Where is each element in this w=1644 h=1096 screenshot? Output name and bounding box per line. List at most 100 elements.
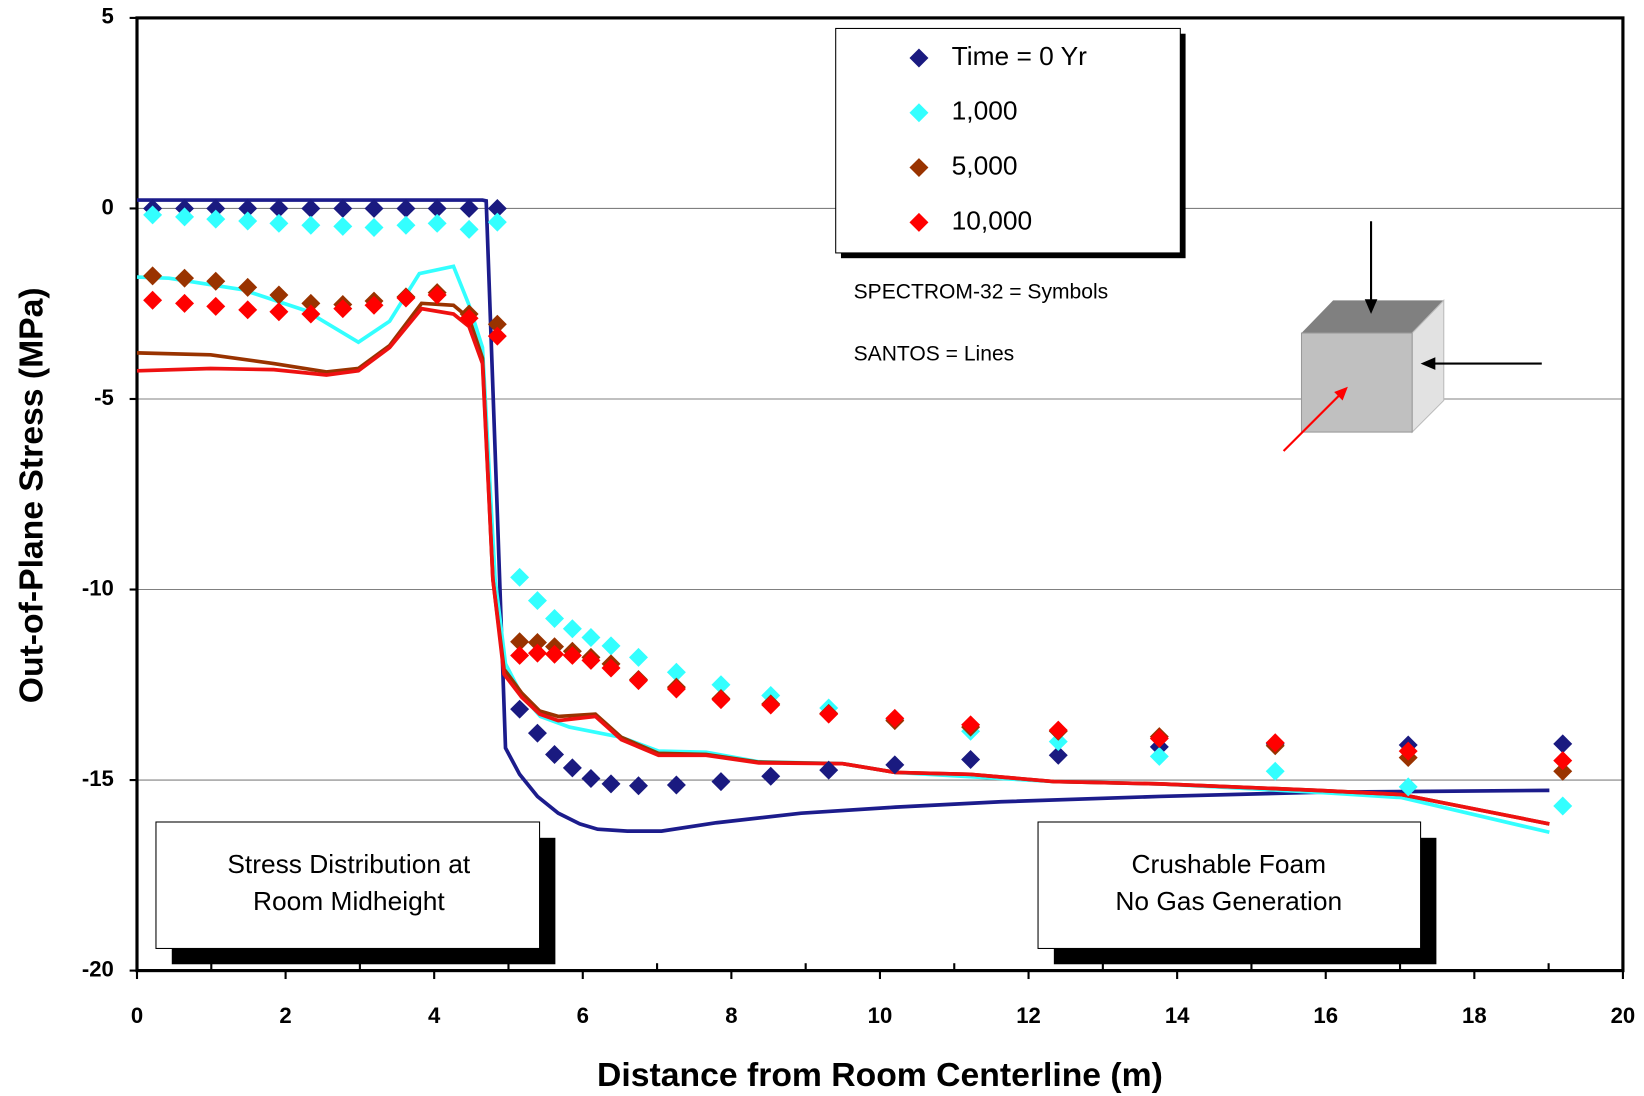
marker (562, 758, 582, 778)
y-tick-label: -20 (82, 956, 114, 981)
marker (581, 769, 601, 789)
marker (206, 209, 226, 229)
legend-marker (909, 158, 929, 178)
y-tick-label: -5 (94, 385, 114, 410)
marker (527, 643, 547, 663)
x-tick-label: 0 (131, 1003, 143, 1028)
marker (527, 723, 547, 743)
box-text: Room Midheight (253, 886, 445, 916)
legend-label: Time = 0 Yr (952, 41, 1088, 71)
marker (333, 216, 353, 236)
marker (175, 268, 195, 288)
marker (1553, 796, 1573, 816)
legend-label: 10,000 (952, 205, 1033, 235)
annotation: SANTOS = Lines (854, 343, 1015, 366)
marker (238, 277, 258, 297)
marker (527, 591, 547, 611)
marker (1553, 761, 1573, 781)
marker (1048, 745, 1068, 765)
box (1037, 821, 1422, 949)
marker (301, 198, 321, 218)
marker (885, 755, 905, 775)
marker (666, 662, 686, 682)
marker (510, 645, 530, 665)
marker (1149, 746, 1169, 766)
marker (666, 775, 686, 795)
marker (487, 326, 507, 346)
y-tick-label: 5 (102, 4, 114, 29)
annotation: SPECTROM-32 = Symbols (854, 281, 1109, 304)
marker (396, 288, 416, 308)
marker (510, 567, 530, 587)
marker (269, 285, 289, 305)
marker (206, 198, 226, 218)
marker (206, 271, 226, 291)
marker (1398, 741, 1418, 761)
marker (581, 628, 601, 648)
marker (601, 658, 621, 678)
x-tick-label: 20 (1611, 1003, 1636, 1028)
marker (459, 198, 479, 218)
marker (206, 296, 226, 316)
marker (333, 198, 353, 218)
marker (666, 679, 686, 699)
marker (333, 299, 353, 319)
arrow-head (1364, 299, 1378, 315)
marker (427, 285, 447, 305)
marker (364, 295, 384, 315)
marker (761, 695, 781, 715)
arrow-head (1334, 386, 1348, 401)
x-tick-label: 2 (279, 1003, 291, 1028)
marker (427, 213, 447, 233)
marker (961, 749, 981, 769)
marker (487, 198, 507, 218)
box-text: Stress Distribution at (227, 849, 471, 879)
marker (238, 300, 258, 320)
marker (885, 708, 905, 728)
marker (301, 293, 321, 313)
orientation-cube (1282, 221, 1542, 452)
marker (301, 304, 321, 324)
marker (459, 308, 479, 328)
marker (269, 213, 289, 233)
marker (143, 205, 163, 225)
box (155, 821, 541, 949)
marker (629, 671, 648, 691)
marker (238, 198, 258, 218)
legend-box (835, 27, 1181, 254)
legend-label: 1,000 (952, 96, 1018, 126)
arrow-head (1420, 357, 1436, 370)
marker (364, 218, 384, 237)
legend-marker (909, 212, 929, 232)
marker (562, 645, 582, 665)
marker (1048, 720, 1068, 740)
marker (1265, 761, 1285, 781)
marker (545, 608, 565, 628)
marker (527, 633, 547, 652)
marker (581, 650, 601, 670)
x-axis-title: Distance from Room Centerline (m) (597, 1056, 1163, 1094)
marker (1553, 734, 1573, 754)
x-tick-label: 8 (725, 1003, 737, 1028)
marker (487, 314, 507, 334)
marker (269, 198, 289, 218)
marker (545, 644, 565, 664)
marker (143, 266, 163, 286)
marker (396, 215, 416, 235)
marker (1048, 732, 1068, 752)
x-tick-label: 4 (428, 1003, 441, 1028)
y-axis-title: Out-of-Plane Stress (MPa) (13, 287, 51, 703)
y-tick-label: 0 (102, 194, 114, 219)
box-text: Crushable Foam (1131, 849, 1326, 879)
marker (601, 774, 621, 794)
marker (961, 715, 981, 735)
marker (761, 766, 781, 786)
marker (629, 647, 648, 667)
marker (364, 198, 384, 218)
legend-marker (909, 103, 929, 123)
marker (1553, 751, 1573, 771)
x-tick-label: 12 (1016, 1003, 1041, 1028)
marker (487, 212, 507, 232)
marker (1398, 777, 1418, 797)
